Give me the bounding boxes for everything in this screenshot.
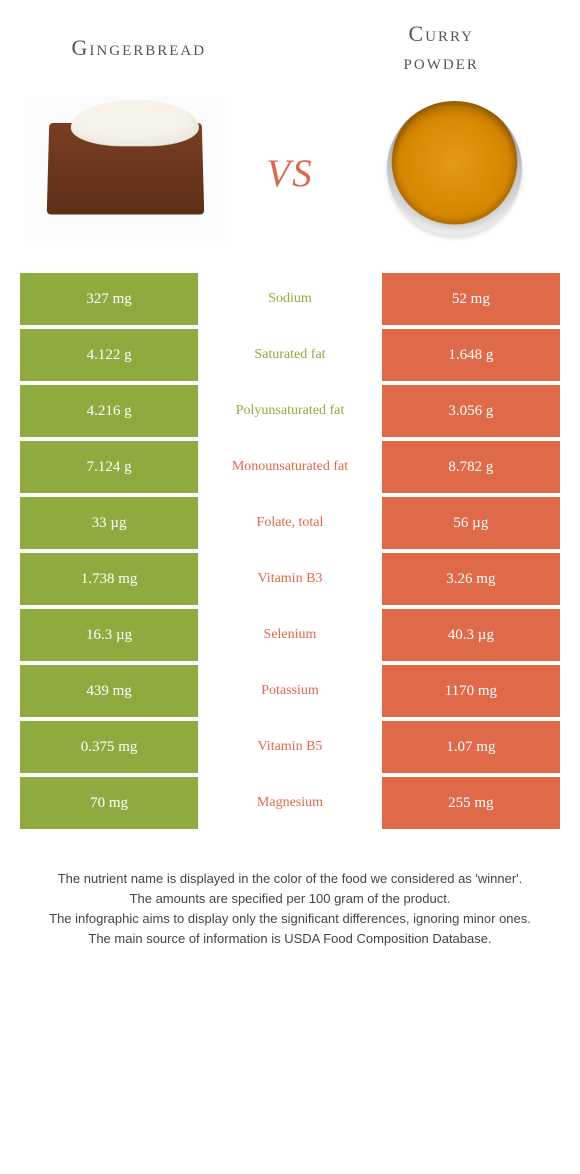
left-value-cell: 70 mg [20, 777, 198, 829]
table-row: 70 mgMagnesium255 mg [20, 777, 560, 829]
left-value-cell: 0.375 mg [20, 721, 198, 773]
nutrient-label-cell: Folate, total [198, 497, 382, 549]
titles-row: Gingerbread Curry powder [20, 20, 560, 75]
right-value-cell: 3.26 mg [382, 553, 560, 605]
nutrient-label-cell: Saturated fat [198, 329, 382, 381]
left-value-cell: 7.124 g [20, 441, 198, 493]
table-row: 1.738 mgVitamin B33.26 mg [20, 553, 560, 605]
vs-label: vs [266, 136, 313, 200]
nutrient-label-cell: Potassium [198, 665, 382, 717]
right-title-line2: powder [404, 49, 479, 74]
table-row: 16.3 µgSelenium40.3 µg [20, 609, 560, 661]
infographic-container: Gingerbread Curry powder vs 327 mgSodium… [0, 0, 580, 950]
left-food-image [20, 93, 230, 243]
footnote-line: The infographic aims to display only the… [44, 909, 536, 929]
right-value-cell: 3.056 g [382, 385, 560, 437]
footnotes: The nutrient name is displayed in the co… [20, 869, 560, 950]
gingerbread-cake-shape [46, 123, 204, 215]
right-value-cell: 1170 mg [382, 665, 560, 717]
right-value-cell: 8.782 g [382, 441, 560, 493]
right-title-line1: Curry [408, 21, 474, 46]
footnote-line: The main source of information is USDA F… [44, 929, 536, 949]
footnote-line: The nutrient name is displayed in the co… [44, 869, 536, 889]
table-row: 439 mgPotassium1170 mg [20, 665, 560, 717]
table-row: 4.216 gPolyunsaturated fat3.056 g [20, 385, 560, 437]
left-value-cell: 439 mg [20, 665, 198, 717]
right-food-title: Curry powder [322, 20, 560, 75]
table-row: 4.122 gSaturated fat1.648 g [20, 329, 560, 381]
left-value-cell: 327 mg [20, 273, 198, 325]
gingerbread-illustration [25, 96, 225, 241]
nutrient-label-cell: Polyunsaturated fat [198, 385, 382, 437]
right-value-cell: 52 mg [382, 273, 560, 325]
table-row: 7.124 gMonounsaturated fat8.782 g [20, 441, 560, 493]
right-value-cell: 1.648 g [382, 329, 560, 381]
table-row: 33 µgFolate, total56 µg [20, 497, 560, 549]
table-row: 0.375 mgVitamin B51.07 mg [20, 721, 560, 773]
right-value-cell: 56 µg [382, 497, 560, 549]
left-value-cell: 16.3 µg [20, 609, 198, 661]
right-value-cell: 1.07 mg [382, 721, 560, 773]
footnote-line: The amounts are specified per 100 gram o… [44, 889, 536, 909]
nutrient-label-cell: Vitamin B3 [198, 553, 382, 605]
right-food-image [350, 93, 560, 243]
left-value-cell: 33 µg [20, 497, 198, 549]
left-value-cell: 4.216 g [20, 385, 198, 437]
left-food-title: Gingerbread [20, 35, 258, 61]
images-row: vs [20, 93, 560, 243]
left-value-cell: 4.122 g [20, 329, 198, 381]
nutrient-label-cell: Selenium [198, 609, 382, 661]
nutrient-label-cell: Monounsaturated fat [198, 441, 382, 493]
right-value-cell: 40.3 µg [382, 609, 560, 661]
nutrient-label-cell: Magnesium [198, 777, 382, 829]
nutrient-label-cell: Vitamin B5 [198, 721, 382, 773]
left-value-cell: 1.738 mg [20, 553, 198, 605]
comparison-table: 327 mgSodium52 mg4.122 gSaturated fat1.6… [20, 273, 560, 829]
gingerbread-frosting-shape [70, 100, 199, 146]
table-row: 327 mgSodium52 mg [20, 273, 560, 325]
curry-bowl-illustration [387, 101, 522, 236]
nutrient-label-cell: Sodium [198, 273, 382, 325]
right-value-cell: 255 mg [382, 777, 560, 829]
